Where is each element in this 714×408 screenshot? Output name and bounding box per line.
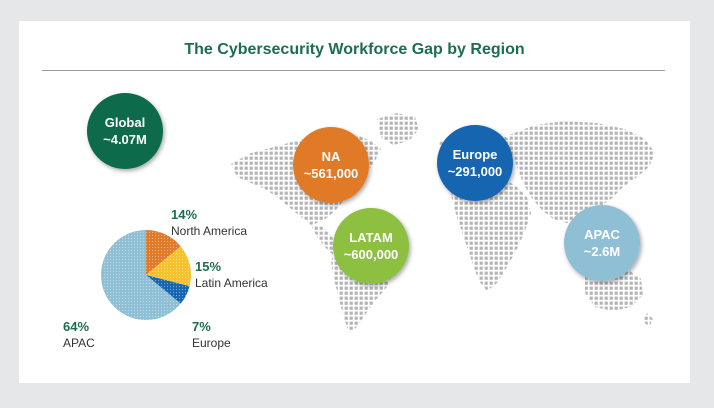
slice-label-europe-name: Europe — [192, 336, 231, 350]
bubble-apac-value: ~2.6M — [584, 244, 621, 259]
slice-label-apac-pct: 64% — [63, 319, 89, 334]
pie-labels: 14% North America 15% Latin America 7% E… — [63, 207, 268, 350]
bubble-apac-circle — [564, 205, 640, 281]
chart-title: The Cybersecurity Workforce Gap by Regio… — [184, 41, 525, 58]
bubble-na-circle — [293, 127, 369, 203]
infographic-card: The Cybersecurity Workforce Gap by Regio… — [19, 21, 690, 383]
slice-label-latin-america-pct: 15% — [195, 259, 221, 274]
bubble-apac-label: APAC — [584, 227, 620, 242]
bubble-latam-label: LATAM — [349, 230, 393, 245]
bubble-global: Global ~4.07M — [87, 93, 163, 169]
bubble-latam-circle — [333, 208, 409, 284]
slice-label-north-america-name: North America — [171, 224, 247, 238]
bubble-na: NA ~561,000 — [293, 127, 369, 203]
bubble-global-value: ~4.07M — [103, 132, 147, 147]
title-divider — [42, 70, 665, 71]
bubble-na-value: ~561,000 — [304, 166, 359, 181]
infographic-canvas: Global ~4.07M NA ~561,000 Europe ~291,00… — [63, 93, 655, 350]
slice-label-europe-pct: 7% — [192, 319, 211, 334]
slice-label-apac-name: APAC — [63, 336, 95, 350]
bubble-global-circle — [87, 93, 163, 169]
bubble-europe: Europe ~291,000 — [437, 125, 513, 201]
bubble-na-label: NA — [322, 149, 341, 164]
pie-slice-texture-latin-america — [146, 246, 192, 287]
pie-chart — [100, 229, 192, 320]
bubble-europe-circle — [437, 125, 513, 201]
bubble-global-label: Global — [105, 115, 145, 130]
pie-slice-texture-europe — [146, 275, 190, 304]
bubble-latam: LATAM ~600,000 — [333, 208, 409, 284]
bubble-latam-value: ~600,000 — [344, 247, 399, 262]
pie-slice-texture-north-america — [146, 230, 181, 275]
pie-slice-texture-apac — [100, 229, 181, 320]
bubble-apac: APAC ~2.6M — [564, 205, 640, 281]
bubble-europe-label: Europe — [453, 147, 498, 162]
bubble-europe-value: ~291,000 — [448, 164, 503, 179]
slice-label-latin-america-name: Latin America — [195, 276, 268, 290]
slice-label-north-america-pct: 14% — [171, 207, 197, 222]
